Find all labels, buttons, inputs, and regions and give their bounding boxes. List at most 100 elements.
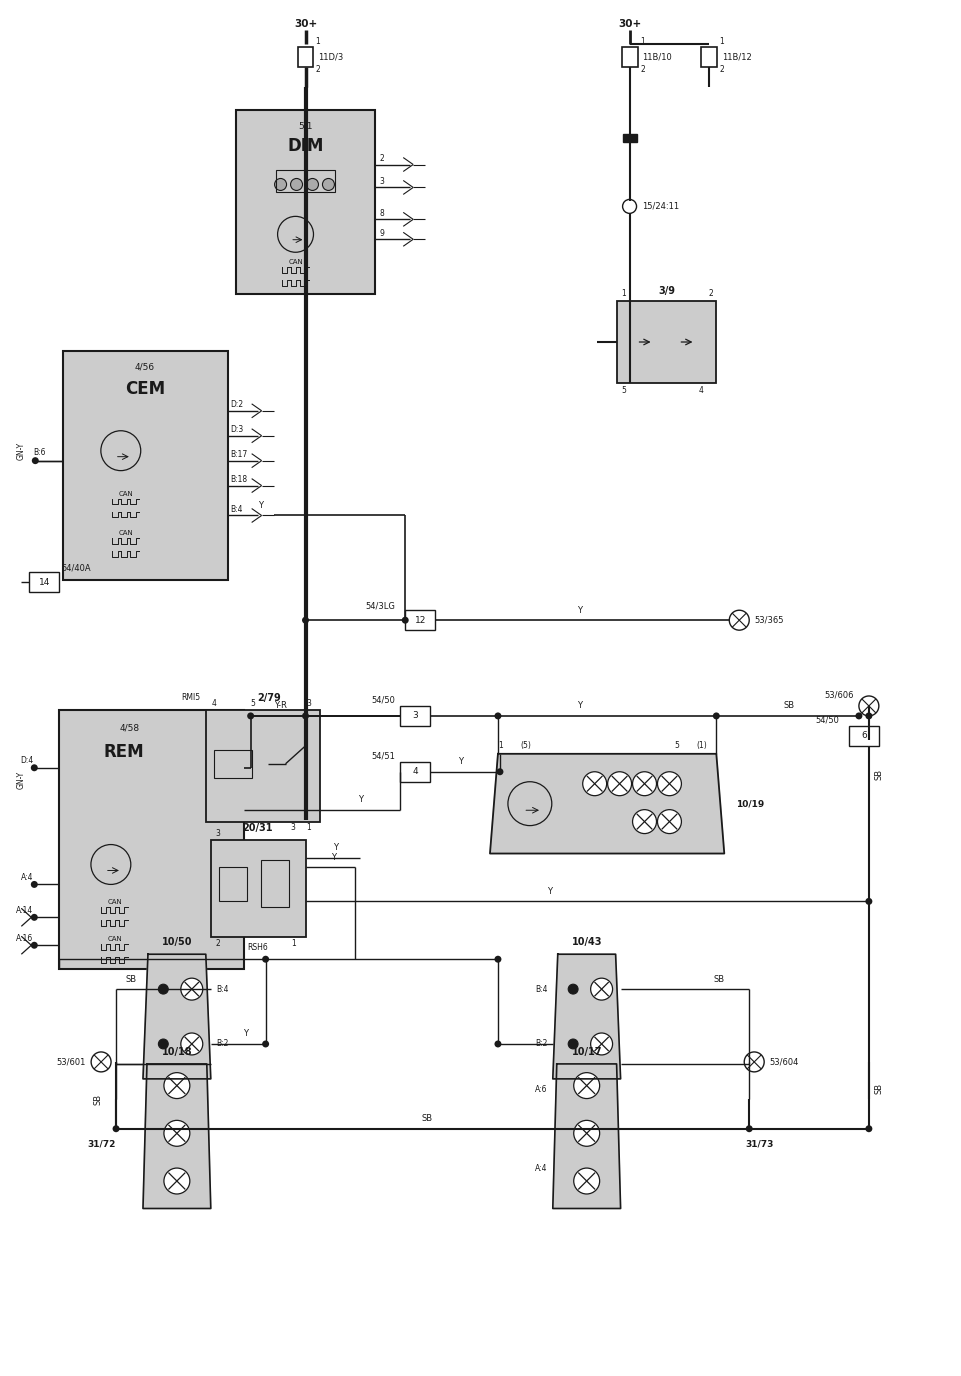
Text: 54/3LG: 54/3LG bbox=[365, 601, 395, 611]
Bar bbox=[848, 727, 878, 746]
Circle shape bbox=[181, 1033, 203, 1055]
Text: 8: 8 bbox=[379, 209, 383, 217]
Polygon shape bbox=[143, 1064, 210, 1208]
Circle shape bbox=[728, 610, 749, 630]
Text: D:3: D:3 bbox=[231, 425, 244, 435]
Text: (1): (1) bbox=[696, 742, 706, 750]
Text: 5/1: 5/1 bbox=[298, 121, 312, 131]
Text: B:4: B:4 bbox=[534, 985, 547, 993]
Text: CAN: CAN bbox=[288, 259, 303, 266]
Text: 1: 1 bbox=[307, 823, 311, 832]
Text: 6: 6 bbox=[860, 732, 866, 740]
Text: B:2: B:2 bbox=[535, 1039, 547, 1049]
Bar bbox=[206, 710, 320, 821]
Text: Y: Y bbox=[457, 757, 462, 766]
Circle shape bbox=[656, 772, 680, 795]
Bar bbox=[275, 171, 335, 193]
Text: 10/19: 10/19 bbox=[735, 799, 764, 808]
Bar bbox=[235, 110, 375, 294]
Circle shape bbox=[322, 179, 334, 190]
Circle shape bbox=[307, 179, 318, 190]
Text: 2: 2 bbox=[215, 938, 220, 948]
Bar bbox=[63, 351, 228, 581]
Circle shape bbox=[573, 1073, 599, 1098]
Polygon shape bbox=[553, 954, 620, 1079]
Text: 10/50: 10/50 bbox=[161, 937, 192, 947]
Bar bbox=[616, 301, 716, 383]
Text: D:4: D:4 bbox=[20, 757, 34, 765]
Text: 2: 2 bbox=[315, 65, 320, 74]
Text: 4: 4 bbox=[412, 768, 418, 776]
Text: 53/601: 53/601 bbox=[57, 1057, 86, 1066]
Circle shape bbox=[274, 179, 286, 190]
Circle shape bbox=[573, 1120, 599, 1146]
Text: 12: 12 bbox=[414, 615, 426, 625]
Text: 4/58: 4/58 bbox=[119, 724, 139, 732]
Text: 2: 2 bbox=[379, 154, 383, 162]
Circle shape bbox=[159, 984, 168, 993]
Text: RSH6: RSH6 bbox=[247, 943, 268, 952]
Circle shape bbox=[402, 616, 408, 623]
Bar bbox=[622, 133, 636, 142]
Text: Y: Y bbox=[577, 605, 581, 615]
Text: A:4: A:4 bbox=[534, 1164, 547, 1172]
Polygon shape bbox=[143, 954, 210, 1079]
Text: B:18: B:18 bbox=[231, 475, 248, 484]
Text: 54/50: 54/50 bbox=[814, 716, 838, 724]
Text: 10/17: 10/17 bbox=[571, 1047, 602, 1057]
Text: 1: 1 bbox=[621, 289, 626, 297]
Circle shape bbox=[32, 457, 38, 464]
Circle shape bbox=[568, 984, 578, 993]
Text: 2: 2 bbox=[640, 65, 645, 74]
Text: 3/9: 3/9 bbox=[657, 286, 675, 296]
Text: 1: 1 bbox=[291, 938, 296, 948]
Text: Y: Y bbox=[333, 843, 337, 852]
Bar bbox=[400, 762, 430, 782]
Circle shape bbox=[745, 1126, 752, 1132]
Circle shape bbox=[865, 713, 872, 720]
Text: A:6: A:6 bbox=[534, 1086, 547, 1094]
Text: 1: 1 bbox=[498, 742, 503, 750]
Text: SB: SB bbox=[125, 974, 136, 984]
Circle shape bbox=[163, 1120, 189, 1146]
Bar bbox=[621, 47, 637, 67]
Circle shape bbox=[163, 1073, 189, 1098]
Circle shape bbox=[573, 1168, 599, 1194]
Text: 4: 4 bbox=[698, 387, 702, 395]
Circle shape bbox=[290, 179, 302, 190]
Bar bbox=[297, 47, 313, 67]
Text: 30+: 30+ bbox=[617, 19, 641, 29]
Text: SB: SB bbox=[874, 1083, 882, 1094]
Circle shape bbox=[31, 764, 37, 772]
Text: Y: Y bbox=[243, 1029, 248, 1039]
Bar bbox=[260, 860, 288, 907]
Text: 54/40A: 54/40A bbox=[62, 564, 90, 572]
Text: 3: 3 bbox=[290, 823, 295, 832]
Text: 2: 2 bbox=[719, 65, 724, 74]
Circle shape bbox=[31, 941, 37, 948]
Text: 14: 14 bbox=[38, 578, 50, 586]
Circle shape bbox=[568, 1039, 578, 1049]
Circle shape bbox=[261, 956, 269, 963]
Text: D:2: D:2 bbox=[231, 400, 243, 409]
Text: B:4: B:4 bbox=[231, 505, 243, 515]
Text: DIM: DIM bbox=[287, 136, 323, 154]
Text: Y: Y bbox=[331, 853, 335, 861]
Circle shape bbox=[112, 1126, 119, 1132]
Circle shape bbox=[590, 1033, 612, 1055]
Text: B:6: B:6 bbox=[34, 449, 46, 457]
Text: 15/24:11: 15/24:11 bbox=[642, 202, 679, 211]
Circle shape bbox=[607, 772, 631, 795]
Circle shape bbox=[247, 713, 254, 720]
Text: 3: 3 bbox=[307, 699, 311, 709]
Text: 53/606: 53/606 bbox=[824, 691, 853, 699]
Text: 2/79: 2/79 bbox=[257, 694, 281, 703]
Bar bbox=[405, 610, 434, 630]
Text: Y: Y bbox=[357, 795, 362, 804]
Text: A:4: A:4 bbox=[21, 872, 34, 882]
Text: A:16: A:16 bbox=[16, 934, 34, 943]
Circle shape bbox=[582, 772, 606, 795]
Text: GN-Y: GN-Y bbox=[16, 771, 26, 788]
Circle shape bbox=[31, 881, 37, 888]
Text: 30+: 30+ bbox=[293, 19, 317, 29]
